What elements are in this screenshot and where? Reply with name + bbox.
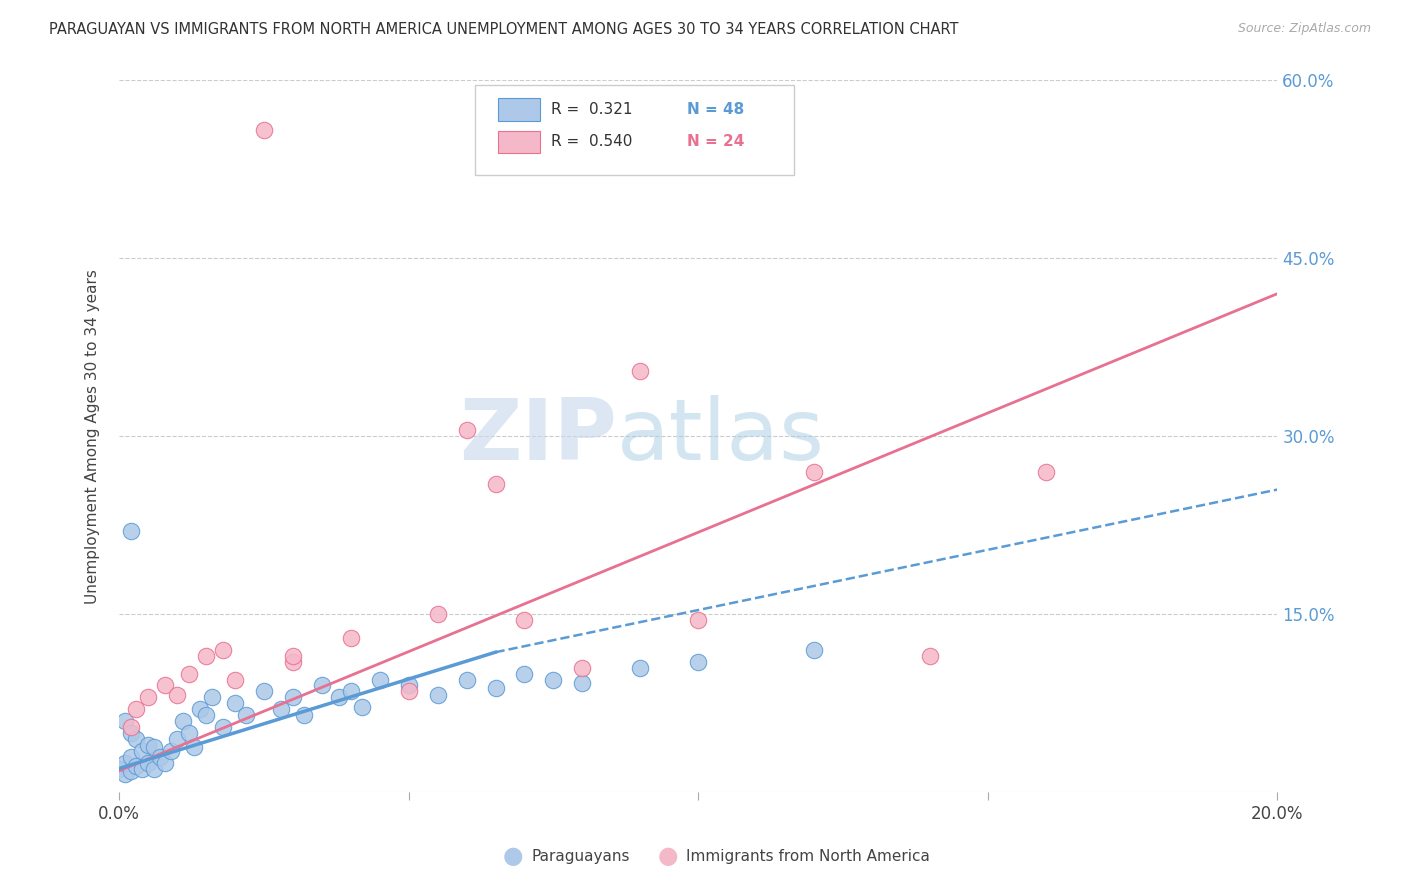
Point bbox=[142, 740, 165, 755]
Text: Source: ZipAtlas.com: Source: ZipAtlas.com bbox=[1237, 22, 1371, 36]
Point bbox=[120, 720, 142, 734]
Point bbox=[513, 613, 536, 627]
Point bbox=[628, 660, 651, 674]
Point bbox=[688, 655, 710, 669]
Point bbox=[543, 673, 565, 687]
Point bbox=[484, 476, 506, 491]
Y-axis label: Unemployment Among Ages 30 to 34 years: Unemployment Among Ages 30 to 34 years bbox=[86, 268, 100, 604]
Point bbox=[155, 678, 177, 692]
Point bbox=[281, 648, 304, 663]
Point bbox=[803, 643, 825, 657]
Point bbox=[352, 699, 374, 714]
Text: N = 48: N = 48 bbox=[686, 102, 744, 117]
Text: ZIP: ZIP bbox=[460, 394, 617, 477]
Point bbox=[628, 364, 651, 378]
Point bbox=[292, 708, 315, 723]
Point bbox=[125, 759, 148, 773]
Point bbox=[339, 631, 361, 645]
Point bbox=[339, 684, 361, 698]
Point bbox=[224, 673, 246, 687]
Point bbox=[136, 690, 159, 705]
Point bbox=[201, 690, 224, 705]
Point bbox=[177, 666, 200, 681]
Point bbox=[253, 123, 276, 137]
Point bbox=[114, 756, 136, 770]
Point bbox=[212, 720, 235, 734]
Point bbox=[253, 684, 276, 698]
Text: N = 24: N = 24 bbox=[686, 135, 744, 150]
Point bbox=[281, 690, 304, 705]
Point bbox=[270, 702, 292, 716]
Text: Immigrants from North America: Immigrants from North America bbox=[686, 849, 929, 863]
Point bbox=[328, 690, 350, 705]
Point bbox=[136, 738, 159, 752]
Bar bbox=[498, 130, 540, 153]
Point bbox=[120, 764, 142, 778]
Point bbox=[513, 666, 536, 681]
Point bbox=[456, 423, 478, 437]
Point bbox=[688, 613, 710, 627]
Point bbox=[166, 688, 188, 702]
Point bbox=[120, 749, 142, 764]
Point bbox=[426, 688, 449, 702]
Point bbox=[183, 740, 205, 755]
Text: R =  0.321: R = 0.321 bbox=[551, 102, 633, 117]
Text: ●: ● bbox=[658, 845, 678, 868]
Point bbox=[571, 676, 593, 690]
Point bbox=[212, 643, 235, 657]
FancyBboxPatch shape bbox=[475, 85, 794, 175]
Point bbox=[188, 702, 211, 716]
Point bbox=[194, 708, 217, 723]
Point bbox=[155, 756, 177, 770]
Point bbox=[368, 673, 391, 687]
Point bbox=[120, 726, 142, 740]
Point bbox=[456, 673, 478, 687]
Point bbox=[281, 655, 304, 669]
Point bbox=[114, 767, 136, 781]
Point bbox=[114, 714, 136, 728]
Point bbox=[149, 749, 172, 764]
Point bbox=[172, 714, 194, 728]
Point bbox=[177, 726, 200, 740]
Point bbox=[194, 648, 217, 663]
Point bbox=[311, 678, 333, 692]
Point bbox=[131, 744, 153, 758]
Point bbox=[136, 756, 159, 770]
Text: R =  0.540: R = 0.540 bbox=[551, 135, 633, 150]
Point bbox=[803, 465, 825, 479]
Bar bbox=[498, 98, 540, 120]
Point bbox=[120, 524, 142, 538]
Point bbox=[1035, 465, 1057, 479]
Point bbox=[108, 762, 131, 776]
Point bbox=[131, 762, 153, 776]
Point bbox=[125, 731, 148, 746]
Point bbox=[426, 607, 449, 622]
Point bbox=[142, 762, 165, 776]
Text: Paraguayans: Paraguayans bbox=[531, 849, 630, 863]
Text: ●: ● bbox=[503, 845, 523, 868]
Point bbox=[484, 681, 506, 695]
Point bbox=[125, 702, 148, 716]
Point bbox=[398, 684, 420, 698]
Point bbox=[160, 744, 183, 758]
Point bbox=[398, 678, 420, 692]
Text: PARAGUAYAN VS IMMIGRANTS FROM NORTH AMERICA UNEMPLOYMENT AMONG AGES 30 TO 34 YEA: PARAGUAYAN VS IMMIGRANTS FROM NORTH AMER… bbox=[49, 22, 959, 37]
Point bbox=[235, 708, 257, 723]
Point bbox=[224, 696, 246, 710]
Point bbox=[918, 648, 941, 663]
Text: atlas: atlas bbox=[617, 394, 825, 477]
Point bbox=[166, 731, 188, 746]
Point bbox=[571, 660, 593, 674]
